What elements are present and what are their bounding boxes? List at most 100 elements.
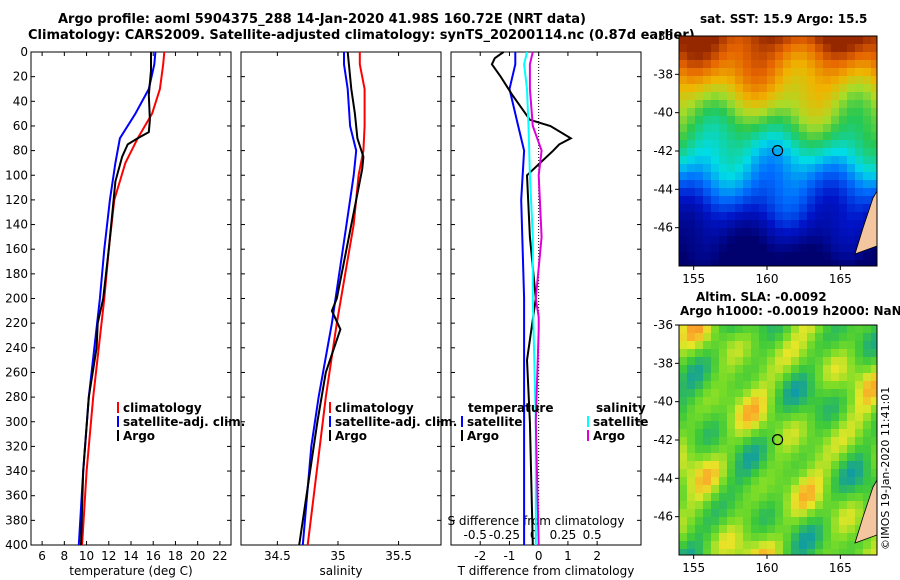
depth-tick-label: 80 bbox=[13, 144, 28, 158]
sst-map-xtick-label: 160 bbox=[756, 272, 779, 286]
depth-tick-label: 360 bbox=[5, 489, 28, 503]
depth-tick-label: 20 bbox=[13, 70, 28, 84]
sst-map-argo-marker bbox=[771, 145, 784, 157]
sla-map-ytick-label: -44 bbox=[653, 471, 673, 485]
difference-panel-xtick-label: 0 bbox=[535, 549, 543, 563]
difference-salinity-legend-label: Argo bbox=[593, 429, 625, 443]
salinity-panel-xtick-label: 35.5 bbox=[385, 549, 412, 563]
salinity-panel-series-1 bbox=[301, 52, 358, 546]
difference-panel-xtick-label: 1 bbox=[564, 549, 572, 563]
depth-tick-label: 180 bbox=[5, 267, 28, 281]
depth-tick-label: 60 bbox=[13, 119, 28, 133]
difference-panel-series-1 bbox=[490, 51, 573, 546]
sst-map-xtick-label: 165 bbox=[829, 272, 852, 286]
sla-map-xtick-label: 165 bbox=[829, 561, 852, 575]
temperature-panel-series-2 bbox=[80, 52, 152, 546]
temperature-panel-xtick-label: 22 bbox=[212, 549, 227, 563]
depth-tick-label: 120 bbox=[5, 193, 28, 207]
depth-tick-label: 300 bbox=[5, 415, 28, 429]
depth-tick-label: 0 bbox=[20, 45, 28, 59]
temperature-panel-xtick-label: 8 bbox=[61, 549, 69, 563]
sst-map bbox=[678, 35, 878, 267]
salinity-legend-label: satellite-adj. clim. bbox=[335, 415, 457, 429]
depth-tick-label: 200 bbox=[5, 292, 28, 306]
salinity-panel-series-2 bbox=[298, 51, 365, 546]
sla-map-ytick-label: -46 bbox=[653, 510, 673, 524]
figure-title-line1: Argo profile: aoml 5904375_288 14-Jan-20… bbox=[58, 12, 586, 27]
sst-map-ytick-label: -36 bbox=[653, 29, 673, 43]
sst-map-ytick-label: -44 bbox=[653, 182, 673, 196]
difference-legend-salinity-header: salinity bbox=[596, 401, 646, 415]
salinity-panel-xtick-label: 35 bbox=[330, 549, 345, 563]
sla-map-xtick-label: 155 bbox=[682, 561, 705, 575]
sst-map-ytick-label: -46 bbox=[653, 221, 673, 235]
depth-tick-label: 240 bbox=[5, 341, 28, 355]
sst-map-ytick-label: -42 bbox=[653, 144, 673, 158]
depth-tick-label: 400 bbox=[5, 538, 28, 552]
sla-map-field bbox=[679, 325, 877, 555]
sla-map-ytick-label: -36 bbox=[653, 318, 673, 332]
salinity-legend-label: climatology bbox=[335, 401, 414, 415]
temperature-panel-series-0 bbox=[81, 51, 166, 546]
difference-salinity-legend-label: satellite bbox=[593, 415, 648, 429]
temperature-legend-label: climatology bbox=[123, 401, 202, 415]
difference-panel-xlabel: T difference from climatology bbox=[457, 564, 635, 578]
sst-map-xtick-label: 155 bbox=[682, 272, 705, 286]
temperature-panel-frame bbox=[30, 51, 232, 546]
depth-tick-label: 160 bbox=[5, 242, 28, 256]
difference-panel-series-2 bbox=[523, 51, 537, 545]
temperature-legend-label: satellite-adj. clim. bbox=[123, 415, 245, 429]
depth-tick-label: 220 bbox=[5, 316, 28, 330]
difference-temperature-legend-label: satellite bbox=[467, 415, 522, 429]
salinity-difference-tick-label: 0.5 bbox=[583, 528, 602, 542]
temperature-panel-xtick-label: 10 bbox=[79, 549, 94, 563]
salinity-difference-tick-label: -0.5 bbox=[464, 528, 487, 542]
depth-tick-label: 260 bbox=[5, 365, 28, 379]
temperature-panel-xtick-label: 14 bbox=[123, 549, 138, 563]
difference-panel-xtick-label: -1 bbox=[503, 549, 515, 563]
figure-title-line2: Climatology: CARS2009. Satellite-adjuste… bbox=[28, 28, 695, 43]
salinity-difference-tick-label: -0.25 bbox=[489, 528, 520, 542]
depth-tick-label: 280 bbox=[5, 390, 28, 404]
sla-map-ytick-label: -38 bbox=[653, 356, 673, 370]
depth-tick-label: 380 bbox=[5, 513, 28, 527]
temperature-legend-label: Argo bbox=[123, 429, 155, 443]
sla-map-coastline bbox=[854, 478, 878, 544]
sla-map-title-line1: Altim. SLA: -0.0092 bbox=[696, 290, 827, 304]
sla-map-title-line2: Argo h1000: -0.0019 h2000: NaN bbox=[680, 304, 900, 318]
sla-map-xtick-label: 160 bbox=[756, 561, 779, 575]
sst-map-field bbox=[679, 36, 877, 266]
difference-panel-xtick-label: -2 bbox=[474, 549, 486, 563]
temperature-panel-xtick-label: 12 bbox=[101, 549, 116, 563]
temperature-panel-xtick-label: 20 bbox=[190, 549, 205, 563]
sla-map-ytick-label: -42 bbox=[653, 433, 673, 447]
difference-panel-frame bbox=[450, 51, 642, 546]
salinity-difference-tick-label: 0.25 bbox=[550, 528, 577, 542]
temperature-panel-xlabel: temperature (deg C) bbox=[69, 564, 192, 578]
temperature-panel-xtick-label: 6 bbox=[38, 549, 46, 563]
depth-tick-label: 40 bbox=[13, 94, 28, 108]
temperature-panel-xtick-label: 16 bbox=[146, 549, 161, 563]
depth-tick-label: 340 bbox=[5, 464, 28, 478]
sla-map bbox=[678, 324, 878, 556]
depth-tick-label: 320 bbox=[5, 439, 28, 453]
temperature-panel-xtick-label: 18 bbox=[168, 549, 183, 563]
difference-panel-series-0 bbox=[508, 52, 526, 545]
difference-temperature-legend-label: Argo bbox=[467, 429, 499, 443]
salinity-panel-xtick-label: 34.5 bbox=[264, 549, 291, 563]
sst-map-ytick-label: -40 bbox=[653, 106, 673, 120]
sst-map-title: sat. SST: 15.9 Argo: 15.5 bbox=[700, 12, 868, 26]
sst-map-ytick-label: -38 bbox=[653, 67, 673, 81]
difference-panel-xtick-label: 2 bbox=[593, 549, 601, 563]
salinity-legend-label: Argo bbox=[335, 429, 367, 443]
difference-legend-temperature-header: temperature bbox=[468, 401, 553, 415]
salinity-difference-tick-label: 0 bbox=[530, 528, 538, 542]
sst-map-coastline bbox=[854, 189, 878, 255]
salinity-panel-xlabel: salinity bbox=[319, 564, 362, 578]
sla-map-argo-marker bbox=[771, 434, 784, 446]
depth-tick-label: 100 bbox=[5, 168, 28, 182]
difference-panel-series-3 bbox=[528, 51, 543, 546]
depth-tick-label: 140 bbox=[5, 218, 28, 232]
sla-map-ytick-label: -40 bbox=[653, 395, 673, 409]
